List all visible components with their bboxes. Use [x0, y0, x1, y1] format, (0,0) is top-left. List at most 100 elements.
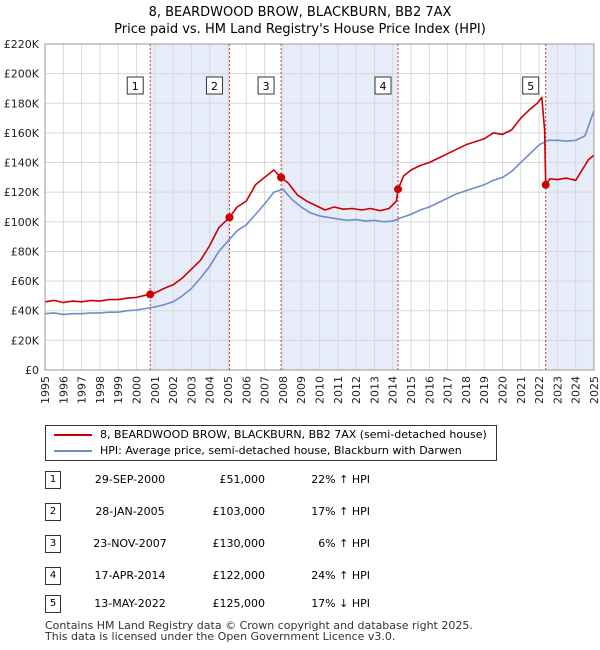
footer-license: This data is licensed under the Open Gov…: [45, 630, 396, 643]
table-row: 5 13-MAY-2022 £125,000 17% ↓ HPI: [45, 594, 445, 614]
x-tick-label: 2008: [277, 376, 290, 404]
x-tick-label: 2009: [295, 376, 308, 404]
sale-number-badge: 4: [45, 567, 61, 585]
y-tick-label: £120K: [4, 186, 40, 199]
sale-date: 17-APR-2014: [94, 569, 166, 582]
y-tick-label: £140K: [4, 157, 40, 170]
x-tick-label: 2001: [149, 376, 162, 404]
chart-title: 8, BEARDWOOD BROW, BLACKBURN, BB2 7AX: [148, 5, 452, 20]
x-tick-label: 1997: [76, 376, 89, 404]
legend-label-property: 8, BEARDWOOD BROW, BLACKBURN, BB2 7AX (s…: [100, 428, 487, 441]
footer-copyright: Contains HM Land Registry data © Crown c…: [45, 619, 473, 632]
sale-label-box: [374, 76, 392, 95]
x-tick-label: 2022: [533, 376, 546, 404]
sale-point: [225, 213, 234, 222]
sale-label-number: 1: [132, 80, 139, 93]
y-tick-label: £40K: [11, 305, 40, 318]
x-tick-label: 2019: [478, 376, 491, 404]
sale-hpi-diff: 17% ↓ HPI: [311, 597, 370, 610]
hpi-line: [44, 110, 595, 316]
x-tick-label: 2015: [405, 376, 418, 404]
price-chart: 1 2 3 4 5 £0 £20K £40K £60K £80K £100K £120K £140K £…: [4, 38, 600, 404]
x-tick-label: 2002: [167, 376, 180, 404]
sale-price: £125,000: [212, 597, 266, 610]
y-tick-label: £20K: [11, 334, 40, 347]
y-tick-label: £100K: [4, 216, 40, 229]
x-tick-label: 2012: [350, 376, 363, 404]
sale-hpi-diff: 24% ↑ HPI: [311, 569, 370, 582]
x-tick-label: 2006: [240, 376, 253, 404]
y-tick-label: £180K: [4, 97, 40, 110]
x-tick-label: 1998: [94, 376, 107, 404]
legend-label-hpi: HPI: Average price, semi-detached house,…: [100, 444, 462, 457]
x-tick-label: 2023: [551, 376, 564, 404]
x-tick-label: 2013: [368, 376, 381, 404]
footer-attribution: Contains HM Land Registry data © Crown c…: [45, 620, 473, 642]
sale-number-badge: 1: [45, 471, 61, 489]
table-row: 1 29-SEP-2000 £51,000 22% ↑ HPI: [45, 470, 445, 490]
x-tick-label: 2021: [515, 376, 528, 404]
sale-point: [146, 290, 155, 299]
sale-point: [394, 185, 403, 194]
x-tick-label: 2017: [442, 376, 455, 404]
x-tick-label: 2014: [387, 376, 400, 404]
shaded-period: [545, 44, 594, 370]
y-tick-label: £60K: [11, 275, 40, 288]
x-tick-label: 2000: [131, 376, 144, 404]
y-tick-label: £80K: [11, 245, 40, 258]
table-row: 2 28-JAN-2005 £103,000 17% ↑ HPI: [45, 502, 445, 522]
legend-swatch-property: [54, 434, 92, 436]
sale-label-number: 4: [380, 80, 387, 93]
table-row: 4 17-APR-2014 £122,000 24% ↑ HPI: [45, 566, 445, 586]
sale-point: [277, 173, 286, 182]
sale-hpi-diff: 22% ↑ HPI: [311, 473, 370, 486]
sale-date: 13-MAY-2022: [94, 597, 166, 610]
x-tick-label: 2003: [185, 376, 198, 404]
chart-legend: 8, BEARDWOOD BROW, BLACKBURN, BB2 7AX (s…: [45, 425, 497, 461]
sale-point: [541, 180, 550, 189]
sale-label-number: 3: [263, 80, 270, 93]
x-tick-label: 2025: [588, 376, 600, 404]
sale-price: £122,000: [212, 569, 266, 582]
x-tick-label: 2018: [460, 376, 473, 404]
shaded-period: [150, 44, 230, 370]
x-tick-label: 2007: [259, 376, 272, 404]
sale-hpi-diff: 17% ↑ HPI: [311, 505, 370, 518]
sale-label-box: [205, 76, 223, 95]
chart-title-block: 8, BEARDWOOD BROW, BLACKBURN, BB2 7AX Pr…: [0, 4, 600, 38]
sale-number-badge: 2: [45, 503, 61, 521]
sale-label-box: [257, 76, 275, 95]
sale-label-box: [126, 76, 144, 95]
y-tick-label: £160K: [4, 127, 40, 140]
legend-item-property: 8, BEARDWOOD BROW, BLACKBURN, BB2 7AX (s…: [54, 427, 487, 443]
x-tick-label: 2024: [570, 376, 583, 404]
sale-number-badge: 5: [45, 595, 61, 613]
legend-swatch-hpi: [54, 450, 92, 452]
sale-label-number: 2: [211, 80, 218, 93]
sale-label-number: 5: [527, 80, 534, 93]
x-tick-label: 1999: [112, 376, 125, 404]
x-tick-label: 2010: [314, 376, 327, 404]
table-row: 3 23-NOV-2007 £130,000 6% ↑ HPI: [45, 534, 445, 554]
sale-price: £51,000: [219, 473, 266, 486]
sale-price: £130,000: [212, 537, 266, 550]
sale-date: 29-SEP-2000: [94, 473, 166, 486]
sale-date: 23-NOV-2007: [93, 537, 167, 550]
legend-item-hpi: HPI: Average price, semi-detached house,…: [54, 443, 462, 459]
chart-subtitle: Price paid vs. HM Land Registry's House …: [114, 22, 486, 37]
x-tick-label: 2020: [497, 376, 510, 404]
x-tick-label: 2005: [222, 376, 235, 404]
x-tick-label: 1995: [39, 376, 52, 404]
x-tick-label: 2011: [332, 376, 345, 404]
y-tick-label: £0: [25, 364, 39, 377]
x-tick-label: 2004: [204, 376, 217, 404]
plot-frame: [44, 43, 595, 371]
x-tick-label: 1996: [57, 376, 70, 404]
sale-number-badge: 3: [45, 535, 61, 553]
sale-date: 28-JAN-2005: [95, 505, 165, 518]
y-tick-label: £200K: [4, 68, 40, 81]
y-tick-label: £220K: [4, 38, 40, 51]
sale-label-box: [522, 76, 540, 95]
sale-hpi-diff: 6% ↑ HPI: [318, 537, 370, 550]
sale-price: £103,000: [212, 505, 266, 518]
